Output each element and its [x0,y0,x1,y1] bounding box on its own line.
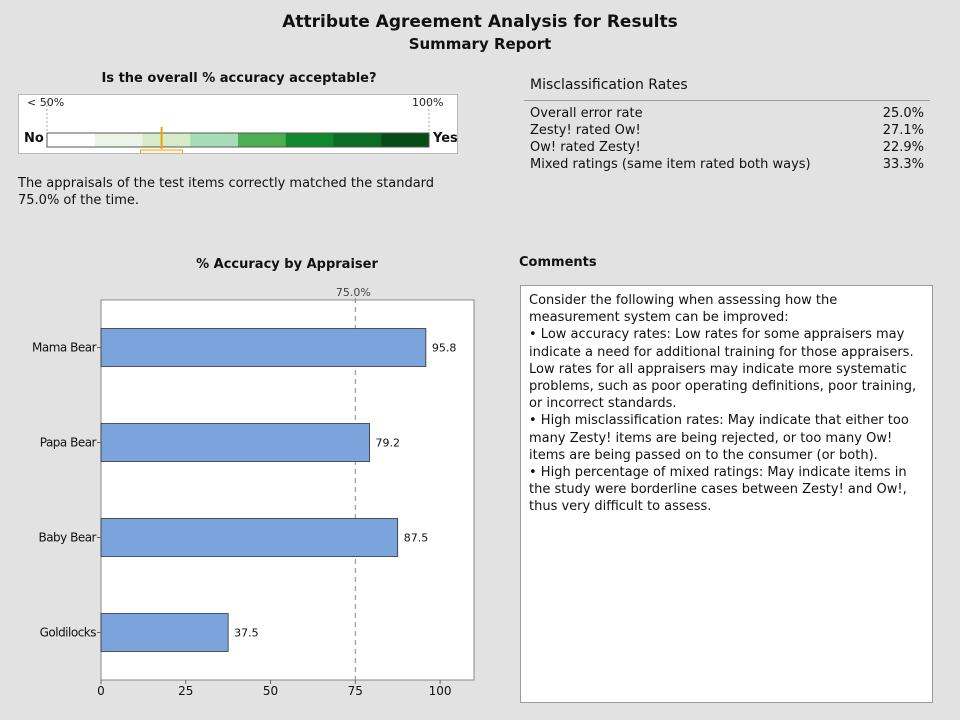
misclassification-value: 33.3% [882,157,924,172]
bar [100,518,399,557]
gauge-band [238,133,287,147]
chart-title: % Accuracy by Appraiser [196,257,378,272]
misclassification-divider [524,100,930,101]
gauge-graphic: 75.0% [46,101,430,153]
gauge-value-box [140,149,184,153]
gauge-yes-label: Yes [433,131,458,146]
bar-value-label: 95.8 [432,342,457,355]
y-tick-label: Baby Bear [38,531,96,545]
gauge-band [333,133,382,147]
accuracy-gauge: 75.0% < 50% 100% No Yes [18,94,458,154]
gauge-bar-outline [46,132,430,148]
misclassification-row: Overall error rate 25.0% [530,106,924,121]
misclassification-row: Zesty! rated Ow! 27.1% [530,123,924,138]
bar [100,613,229,652]
report-title: Attribute Agreement Analysis for Results [282,12,678,32]
comment-paragraph: • High misclassification rates: May indi… [529,413,909,463]
y-tick-label: Papa Bear [40,436,97,450]
comment-paragraph: • High percentage of mixed ratings: May … [529,465,907,515]
y-tick-label: Goldilocks [40,626,97,640]
misclassification-label: Overall error rate [530,106,643,121]
misclassification-value: 22.9% [882,140,924,155]
gauge-band [381,133,430,147]
misclassification-row: Mixed ratings (same item rated both ways… [530,157,924,172]
gauge-band [285,133,334,147]
gauge-no-label: No [24,131,44,146]
gauge-value-label: 75.0% [143,151,181,153]
y-tick-label: Mama Bear [32,341,97,355]
misclassification-value: 27.1% [882,123,924,138]
bar-value-label: 87.5 [404,532,429,545]
gauge-band [142,133,191,147]
comments-box: Consider the following when assessing ho… [520,285,933,703]
gauge-question: Is the overall % accuracy acceptable? [101,71,377,86]
gauge-low-label: < 50% [27,96,65,109]
x-tick-label: 0 [97,684,105,698]
comment-paragraph: Consider the following when assessing ho… [529,293,838,326]
gauge-high-label: 100% [412,96,444,109]
x-tick-label: 100 [429,684,452,698]
bar [100,423,370,462]
comment-paragraph: • Low accuracy rates: Low rates for some… [529,327,917,412]
misclassification-row: Ow! rated Zesty! 22.9% [530,140,924,155]
gauge-band [94,133,143,147]
misclassification-label: Zesty! rated Ow! [530,123,641,138]
misclassification-value: 25.0% [882,106,924,121]
misclassification-title: Misclassification Rates [530,77,688,93]
misclassification-label: Ow! rated Zesty! [530,140,641,155]
gauge-verdict-text: The appraisals of the test items correct… [18,176,435,208]
gauge-band [190,133,239,147]
bar [100,328,427,367]
bar-value-label: 37.5 [234,627,259,640]
x-tick-label: 50 [263,684,278,698]
misclassification-label: Mixed ratings (same item rated both ways… [530,157,811,172]
bar-value-label: 79.2 [376,437,401,450]
x-tick-label: 75 [348,684,363,698]
accuracy-bar-chart: 75.0% 95.8 Mama Bear 79.2 Papa Bear 87.5 Baby … [32,286,475,698]
report-subtitle: Summary Report [408,35,552,53]
reference-line-label: 75.0% [336,286,371,299]
gauge-band [47,133,96,147]
comments-title: Comments [519,255,597,270]
x-tick-label: 25 [178,684,193,698]
